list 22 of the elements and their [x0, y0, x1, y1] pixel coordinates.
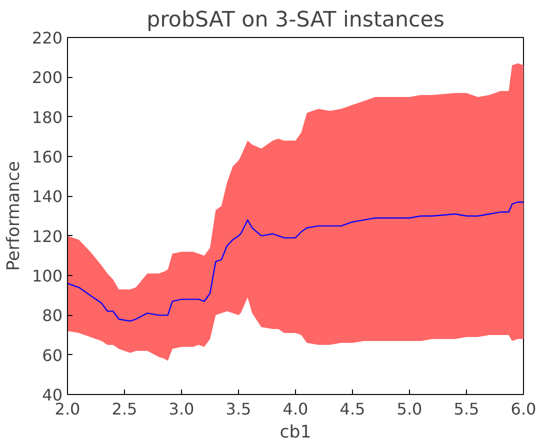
x-tick-label: 5.0: [396, 400, 422, 418]
x-tick-label: 2.0: [54, 400, 80, 418]
y-tick-label: 220: [32, 28, 63, 48]
y-tick-label: 200: [32, 68, 63, 88]
chart-title: probSAT on 3-SAT instances: [146, 8, 444, 32]
x-tick-label: 2.5: [112, 400, 138, 418]
y-tick-label: 160: [32, 148, 63, 166]
y-tick-label: 140: [32, 187, 63, 206]
y-tick-label: 180: [32, 108, 63, 127]
y-axis-title: Performance: [4, 161, 24, 271]
x-axis-title: cb1: [280, 422, 312, 442]
y-tick-label: 80: [42, 306, 62, 326]
x-tick-label: 4.0: [282, 400, 308, 418]
line-series: [68, 202, 524, 322]
x-tick-label: 5.5: [454, 400, 480, 418]
y-tick-label: 120: [32, 226, 63, 246]
x-tick-label: 3.5: [226, 400, 252, 418]
x-tick-label: 6.0: [510, 400, 536, 418]
y-tick-label: 60: [42, 346, 62, 365]
x-tick-label: 4.5: [340, 400, 366, 418]
x-tick-label: 3.0: [168, 400, 194, 418]
y-tick-label: 100: [32, 266, 63, 286]
